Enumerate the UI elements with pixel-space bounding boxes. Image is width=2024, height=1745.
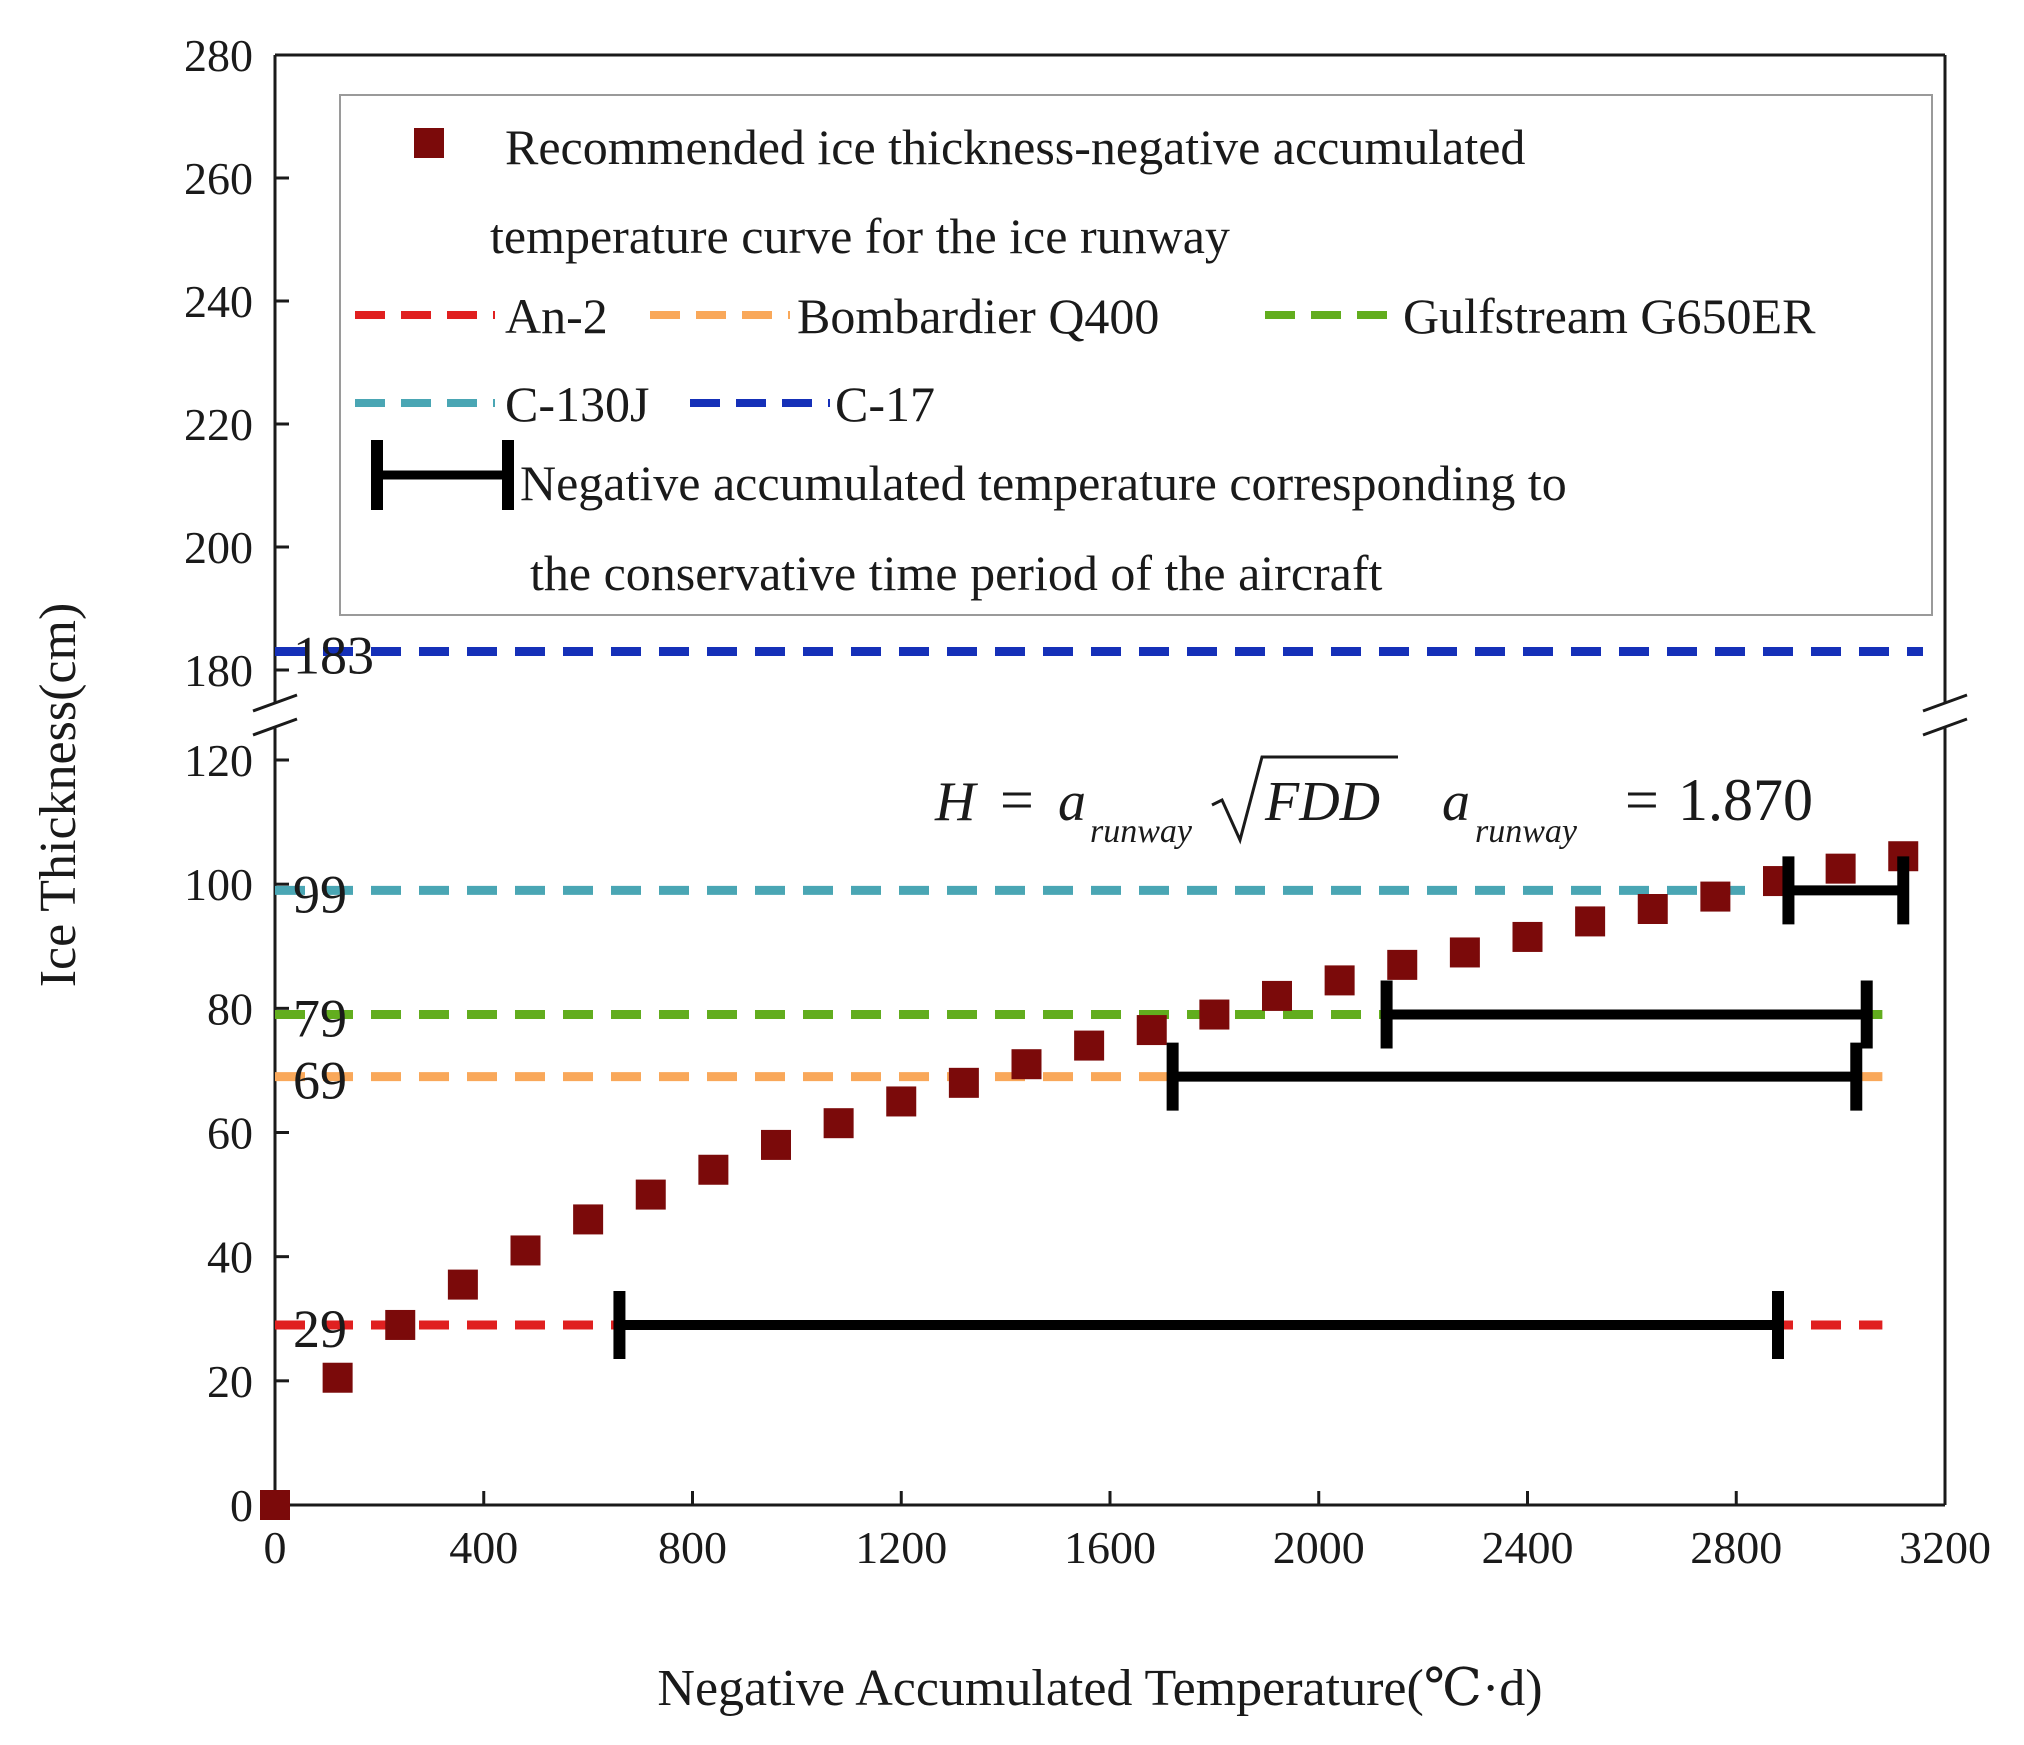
axis-ticks xyxy=(273,53,1947,1507)
scatter-point xyxy=(1262,980,1292,1011)
axis-break-mark xyxy=(252,717,298,737)
y-tick-label: 240 xyxy=(184,276,253,327)
equation-sub: runway xyxy=(1090,813,1193,850)
scatter-point xyxy=(1199,999,1230,1030)
range-bar-gulfstream-g650er xyxy=(1380,980,1873,1049)
legend-marker-scatter xyxy=(414,128,444,158)
legend: Recommended ice thickness-negative accum… xyxy=(339,94,1933,616)
y-tick-label: 200 xyxy=(184,522,253,573)
legend-swatch-range xyxy=(371,440,514,510)
threshold-value-label: 79 xyxy=(293,989,347,1049)
range-bar-an-2 xyxy=(613,1290,1784,1359)
y-tick-label: 100 xyxy=(184,859,253,910)
legend-label-q400: Bombardier Q400 xyxy=(797,288,1159,344)
legend-label-c17: C-17 xyxy=(835,376,935,432)
legend-label-range-line1: Negative accumulated temperature corresp… xyxy=(520,455,1567,511)
tick-labels: 0 400 800 1200 1600 2000 2400 2800 3200 0 20 40 60 80… xyxy=(184,30,1991,1573)
scatter-series xyxy=(260,841,1919,1520)
y-tick-label: 120 xyxy=(184,735,253,786)
scatter-point xyxy=(886,1086,917,1117)
equation-sub-2: runway xyxy=(1475,813,1578,850)
y-tick-label: 60 xyxy=(207,1108,253,1159)
legend-label-c130j: C-130J xyxy=(505,376,649,432)
scatter-point xyxy=(1449,937,1480,968)
equation-coef: a xyxy=(1058,771,1086,833)
legend-label-an2: An-2 xyxy=(505,288,608,344)
threshold-lines xyxy=(275,647,1923,1330)
axis-break-mark xyxy=(252,693,298,713)
threshold-value-label: 183 xyxy=(293,626,374,686)
scatter-point xyxy=(1136,1015,1167,1046)
x-tick-label: 2800 xyxy=(1690,1522,1782,1573)
range-bar-bombardier-q400 xyxy=(1166,1042,1863,1111)
scatter-point xyxy=(510,1235,541,1266)
scatter-point xyxy=(1700,881,1731,912)
legend-box xyxy=(339,94,1933,616)
scatter-point xyxy=(385,1309,416,1340)
scatter-point xyxy=(260,1490,290,1520)
scatter-point xyxy=(1074,1030,1105,1061)
x-tick-label: 1600 xyxy=(1064,1522,1156,1573)
threshold-value-label: 29 xyxy=(293,1299,347,1359)
x-tick-label: 800 xyxy=(658,1522,727,1573)
y-tick-label: 40 xyxy=(207,1232,253,1283)
scatter-point xyxy=(573,1204,604,1235)
scatter-point xyxy=(1011,1049,1042,1080)
equation-equals-2: = xyxy=(1625,767,1659,833)
y-axis-title: Ice Thickness(cm) xyxy=(30,603,87,988)
scatter-point xyxy=(635,1179,666,1210)
equation-value: 1.870 xyxy=(1678,767,1813,833)
scatter-point xyxy=(948,1067,979,1098)
scatter-point xyxy=(447,1269,478,1300)
legend-label-scatter-line1: Recommended ice thickness-negative accum… xyxy=(505,119,1525,175)
plot-frame xyxy=(252,53,1968,1507)
y-tick-label: 80 xyxy=(207,983,253,1034)
scatter-point xyxy=(1387,949,1418,980)
x-tick-label: 2400 xyxy=(1482,1522,1574,1573)
x-tick-label: 1200 xyxy=(855,1522,947,1573)
range-bars xyxy=(613,856,1910,1359)
x-tick-label: 400 xyxy=(449,1522,518,1573)
scatter-point xyxy=(823,1108,854,1139)
axis-break-mark xyxy=(1922,693,1968,713)
axis-break-mark xyxy=(1922,717,1968,737)
x-tick-label: 0 xyxy=(264,1522,287,1573)
scatter-point xyxy=(322,1362,353,1393)
threshold-value-label: 99 xyxy=(293,864,347,924)
y-tick-label: 260 xyxy=(184,153,253,204)
x-axis-title: Negative Accumulated Temperature(℃·d) xyxy=(657,1660,1542,1717)
legend-label-range-line2: the conservative time period of the airc… xyxy=(530,545,1383,601)
equation-radicand: FDD xyxy=(1264,771,1380,833)
scatter-point xyxy=(1825,853,1856,884)
equation-lhs: H xyxy=(934,771,978,833)
threshold-value-label: 69 xyxy=(293,1051,347,1111)
y-tick-label: 20 xyxy=(207,1356,253,1407)
scatter-point xyxy=(1512,921,1543,952)
equation-equals-1: = xyxy=(1000,767,1034,833)
legend-label-g650er: Gulfstream G650ER xyxy=(1403,288,1816,344)
scatter-point xyxy=(1324,965,1355,996)
x-tick-label: 3200 xyxy=(1899,1522,1991,1573)
scatter-point xyxy=(1637,894,1668,924)
range-bar-c-130j xyxy=(1782,856,1910,925)
sqrt-sign xyxy=(1211,755,1398,845)
x-tick-label: 2000 xyxy=(1273,1522,1365,1573)
legend-label-scatter-line2: temperature curve for the ice runway xyxy=(490,208,1230,264)
equation-coef-2: a xyxy=(1442,771,1470,833)
equation-annotation: H = a runway FDD a runway = 1.870 xyxy=(934,755,1813,850)
y-tick-label: 220 xyxy=(184,399,253,450)
y-tick-label: 180 xyxy=(184,645,253,696)
scatter-point xyxy=(1575,906,1606,937)
y-tick-label: 280 xyxy=(184,30,253,81)
y-tick-label: 0 xyxy=(230,1480,253,1531)
scatter-point xyxy=(761,1129,791,1160)
scatter-point xyxy=(698,1154,729,1185)
